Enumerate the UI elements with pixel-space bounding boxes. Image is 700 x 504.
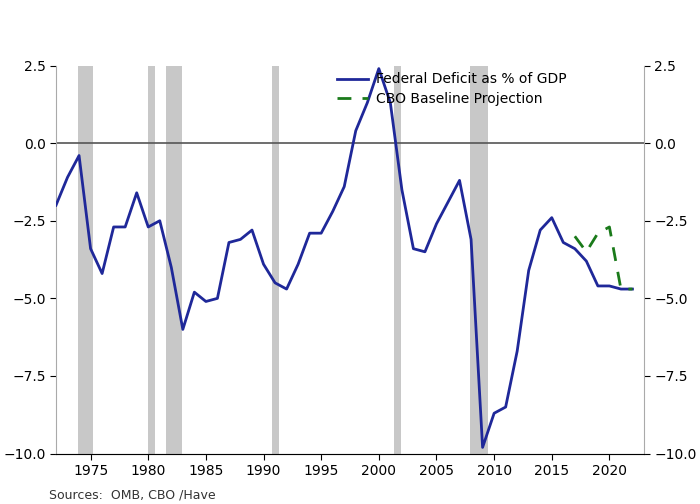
Text: Sources:  OMB, CBO /Have: Sources: OMB, CBO /Have <box>49 489 216 502</box>
Bar <box>165 66 182 454</box>
Bar <box>78 66 93 454</box>
Bar <box>470 66 489 454</box>
Bar <box>394 66 400 454</box>
Bar <box>148 66 155 454</box>
Legend: Federal Deficit as % of GDP, CBO Baseline Projection: Federal Deficit as % of GDP, CBO Baselin… <box>337 73 566 106</box>
Bar <box>272 66 279 454</box>
